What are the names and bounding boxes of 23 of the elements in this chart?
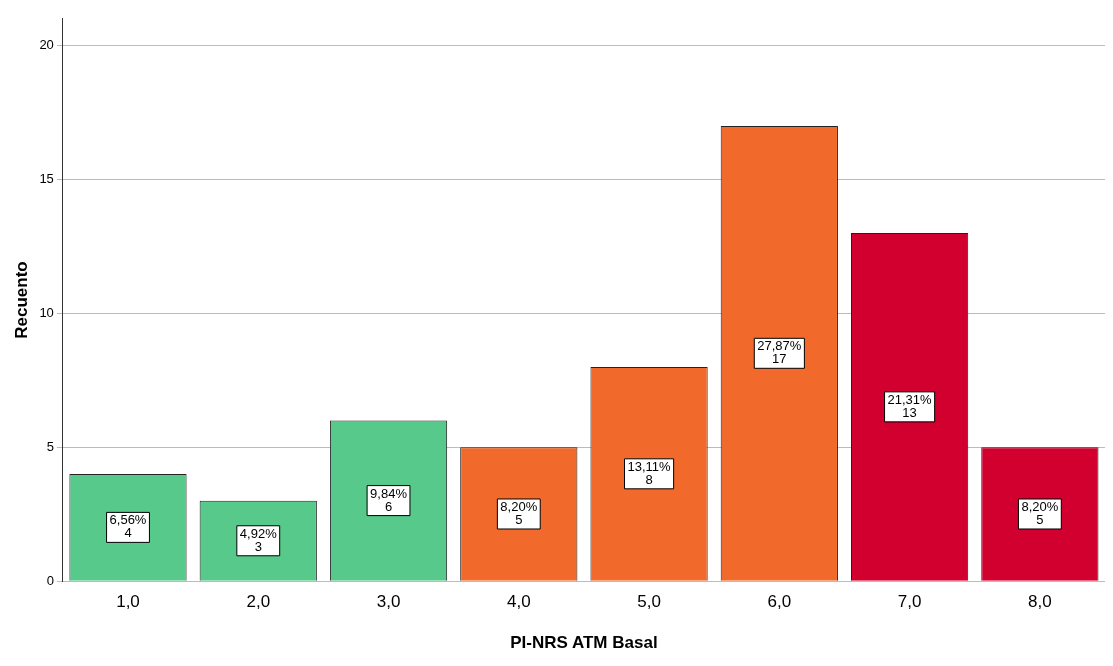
x-tick-label: 6,0 [767,592,792,612]
x-tick-label: 8,0 [1028,592,1052,612]
data-label: 4,92% 3 [239,525,278,554]
x-tick-label: 3,0 [376,592,401,612]
y-tick-label: 5 [46,438,54,454]
data-label: 21,31% 13 [887,391,933,420]
x-tick-label: 7,0 [897,592,922,612]
data-label: 8,20% 5 [1021,499,1059,528]
x-tick-label: 2,0 [246,592,271,612]
x-tick-label: 5,0 [637,592,661,612]
data-label: 9,84% 6 [370,485,408,514]
y-tick-label: 15 [39,171,54,187]
data-label: 6,56% 4 [109,512,147,541]
x-tick-label: 4,0 [506,592,531,612]
y-tick-label: 10 [39,304,54,320]
data-label: 13,11% 8 [627,458,672,487]
y-tick-label: 20 [39,37,54,53]
y-axis-title: Recuento [11,261,31,339]
x-tick-label: 1,0 [116,592,140,612]
data-label: 8,20% 5 [500,499,538,528]
y-tick-label: 0 [46,572,54,588]
x-axis-title: PI-NRS ATM Basal [510,633,658,653]
data-label: 27,87% 17 [757,338,802,367]
